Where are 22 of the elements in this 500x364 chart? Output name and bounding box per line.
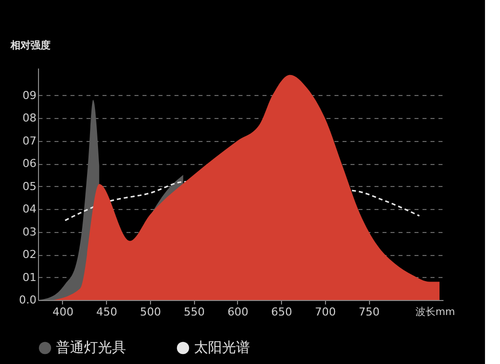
x-tick-label: 450 xyxy=(96,306,118,318)
legend-label: 普通灯光具 xyxy=(56,339,126,356)
legend-label: 太阳光谱 xyxy=(194,340,250,356)
x-axis-title: 波长mm xyxy=(416,306,455,318)
y-tick-label: 07 xyxy=(22,134,36,148)
y-tick-label: 08 xyxy=(22,112,36,125)
x-tick-label: 550 xyxy=(184,306,205,318)
y-axis-title: 相对强度 xyxy=(10,40,50,52)
y-tick-label: 09 xyxy=(22,88,36,102)
y-tick-label: 04 xyxy=(22,202,36,216)
y-tick-label: 06 xyxy=(22,157,36,170)
y-tick-label: 0.0 xyxy=(19,294,36,306)
x-tick-label: 750 xyxy=(358,306,380,318)
y-tick-label: 05 xyxy=(22,180,36,193)
x-tick-label: 700 xyxy=(314,306,336,318)
x-tick-label: 400 xyxy=(52,306,74,318)
x-tick-label: 500 xyxy=(140,306,161,318)
x-tick-label: 650 xyxy=(271,306,292,318)
y-tick-label: 03 xyxy=(22,225,36,238)
y-tick-label: 01 xyxy=(22,270,36,284)
x-tick-label: 600 xyxy=(227,306,248,318)
y-tick-label: 02 xyxy=(22,248,36,262)
